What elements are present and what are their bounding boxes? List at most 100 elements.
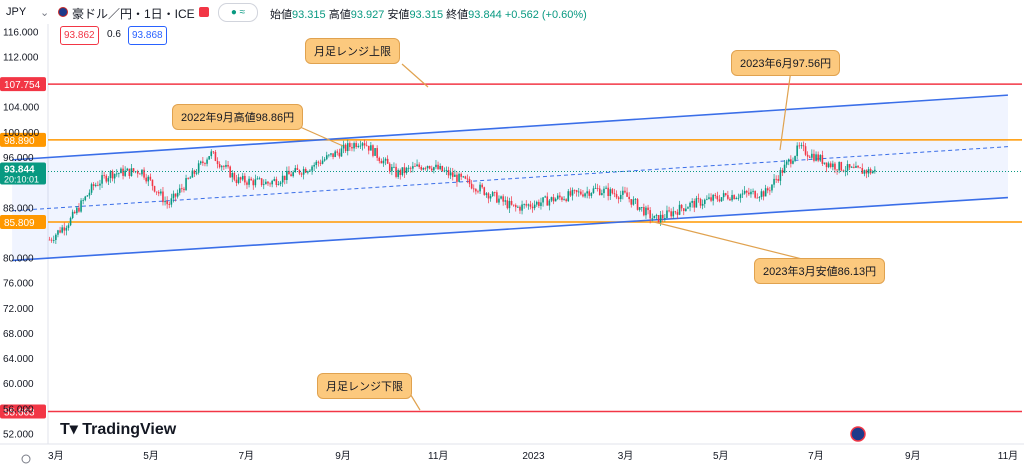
annotation-2022-sep-high[interactable]: 2022年9月高値98.86円	[172, 104, 304, 130]
change-value: +0.562 (+0.60%)	[504, 9, 587, 21]
candle-body	[265, 181, 267, 185]
candle-body	[71, 211, 74, 219]
candle-body	[508, 200, 511, 209]
candle-body	[315, 161, 318, 165]
symbol-title[interactable]: 豪ドル／円・1日・ICE	[72, 7, 195, 21]
candle-body	[676, 212, 679, 215]
candle-body	[120, 168, 122, 174]
candle-body	[212, 151, 215, 153]
candle-body	[647, 207, 649, 211]
candle-body	[758, 197, 761, 198]
candle-body	[733, 195, 735, 200]
candle-body	[136, 171, 139, 174]
candle-body	[340, 148, 343, 157]
annotation-2023-jun[interactable]: 2023年6月97.56円	[731, 50, 841, 76]
event-marker-icon	[850, 426, 866, 442]
candle-body	[397, 170, 399, 177]
low-label: 安値	[387, 9, 410, 21]
candle-body	[500, 196, 502, 199]
candle-body	[357, 145, 360, 147]
candle-body	[496, 192, 498, 203]
candle-body	[556, 195, 559, 199]
candle-body	[773, 178, 775, 185]
candle-body	[586, 191, 588, 194]
sell-button[interactable]: 93.862	[60, 26, 99, 45]
candle-body	[874, 169, 876, 172]
candle-body	[151, 179, 154, 187]
candle-body	[466, 178, 469, 180]
candle-body	[435, 164, 437, 168]
candle-body	[128, 168, 131, 176]
candle-body	[483, 187, 486, 195]
candle-body	[76, 207, 78, 214]
candle-body	[582, 194, 584, 197]
level-tag-1	[0, 132, 46, 147]
candle-body	[48, 239, 51, 241]
annotation-pointer	[779, 69, 792, 151]
candle-body	[745, 190, 748, 193]
candle-body	[426, 165, 429, 169]
candle-body	[286, 170, 288, 181]
candle-body	[353, 143, 355, 149]
buy-button[interactable]: 93.868	[128, 26, 167, 45]
candle-body	[451, 172, 454, 177]
data-status-pill[interactable]: ● ≈	[218, 3, 258, 22]
candle-body	[300, 173, 303, 175]
annotation-monthly-lower[interactable]: 月足レンジ下限	[317, 373, 412, 399]
annotation-2023-mar-low[interactable]: 2023年3月安値86.13円	[754, 258, 886, 284]
candle-body	[693, 200, 696, 208]
y-axis-panel	[0, 24, 48, 444]
candle-body	[638, 207, 641, 210]
candle-body	[632, 199, 635, 205]
candle-body	[292, 172, 294, 177]
candle-body	[113, 173, 116, 179]
candle-body	[735, 198, 738, 200]
candle-body	[399, 170, 402, 175]
candle-body	[567, 191, 570, 202]
candle-body	[332, 153, 334, 157]
candle-body	[594, 188, 597, 189]
candle-body	[689, 202, 691, 208]
candle-body	[848, 164, 851, 168]
candle-body	[321, 160, 324, 164]
candle-body	[69, 218, 72, 226]
chevron-down-icon[interactable]: ⌄	[40, 7, 50, 19]
candle-body	[834, 163, 836, 170]
candle-body	[712, 194, 714, 201]
x-tick-label: 5月	[713, 450, 729, 462]
candle-body	[241, 175, 244, 180]
settings-gear-icon	[21, 454, 31, 464]
candle-body	[88, 192, 91, 196]
close-value: 93.844	[468, 9, 502, 21]
candle-body	[853, 166, 855, 168]
candle-body	[470, 183, 473, 189]
candle-body	[260, 178, 263, 186]
candle-body	[571, 189, 574, 196]
candle-body	[246, 182, 248, 185]
candle-body	[655, 215, 658, 216]
candle-body	[535, 201, 538, 205]
candle-body	[439, 165, 441, 170]
candle-body	[750, 191, 752, 195]
candle-body	[157, 192, 160, 194]
candle-body	[760, 191, 763, 198]
open-value: 93.315	[292, 9, 326, 21]
annotation-monthly-upper[interactable]: 月足レンジ上限	[305, 38, 400, 64]
candle-body	[510, 200, 513, 205]
candle-body	[672, 211, 675, 217]
candle-body	[714, 194, 717, 196]
candle-body	[193, 170, 196, 174]
candle-body	[57, 230, 59, 235]
candle-body	[145, 177, 147, 182]
candle-body	[214, 152, 217, 161]
candle-body	[622, 190, 624, 195]
candle-body	[657, 215, 660, 223]
candle-body	[172, 193, 175, 199]
candle-body	[643, 207, 645, 216]
candle-body	[645, 207, 647, 216]
candle-body	[538, 201, 540, 206]
candle-body	[61, 227, 63, 233]
market-status-icon[interactable]	[199, 7, 209, 17]
candle-body	[840, 162, 843, 171]
